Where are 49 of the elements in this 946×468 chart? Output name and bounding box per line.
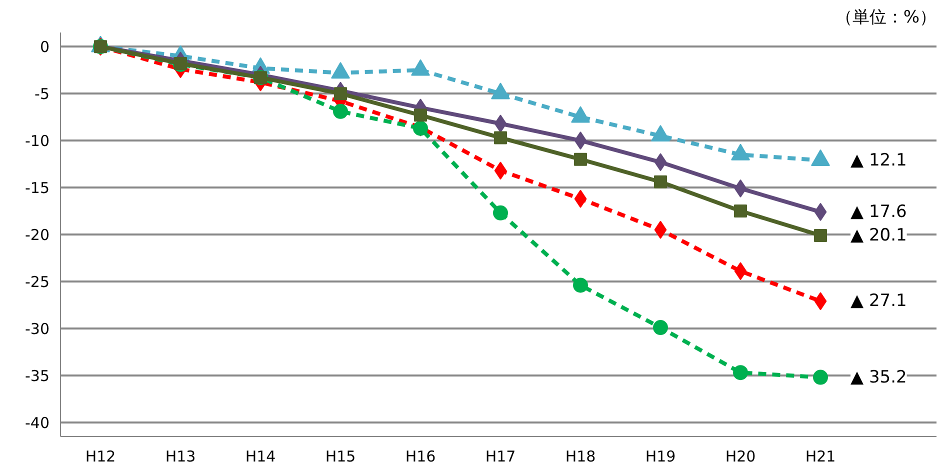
y-tick-label: -20 (25, 226, 50, 244)
y-tick-label: -10 (25, 132, 50, 150)
annotation: ▲ 17.6 (850, 202, 907, 222)
point (733, 365, 748, 380)
y-tick-label: -40 (25, 414, 50, 432)
x-tick-label: H19 (645, 448, 676, 466)
x-tick-label: H13 (165, 448, 196, 466)
point (814, 228, 827, 242)
point (573, 278, 588, 293)
x-tick-label: H21 (805, 448, 836, 466)
point (574, 152, 587, 166)
point (494, 114, 507, 133)
point (574, 132, 587, 150)
point (653, 320, 668, 335)
point (654, 153, 667, 172)
point (493, 205, 508, 220)
annotation: ▲ 12.1 (850, 150, 907, 170)
point (814, 202, 827, 221)
y-tick-label: -25 (25, 272, 50, 291)
x-tick-label: H20 (725, 448, 756, 466)
text: （単位：%） (835, 8, 937, 28)
annotation: ▲ 27.1 (850, 291, 907, 312)
point (334, 87, 347, 100)
x-tick-label: H16 (405, 448, 436, 466)
point (734, 262, 747, 280)
x-tick-label: H18 (565, 448, 596, 466)
x-tick-label: H12 (85, 448, 116, 466)
y-tick-label: -30 (25, 320, 50, 338)
y-tick-label: -35 (25, 366, 50, 385)
x-tick-label: H17 (485, 448, 516, 466)
point (574, 190, 587, 208)
point (734, 179, 747, 198)
x-tick-label: H15 (325, 448, 356, 466)
point (494, 131, 507, 144)
point (413, 120, 428, 136)
annotation: ▲ 20.1 (850, 225, 907, 246)
y-tick-label: -15 (25, 179, 50, 198)
point (494, 162, 507, 180)
y-tick-label: 0 (40, 38, 50, 56)
point (813, 370, 828, 385)
annotation: ▲ 35.2 (850, 367, 907, 388)
point (414, 108, 427, 122)
point (654, 220, 667, 239)
point (333, 104, 348, 119)
y-tick-label: -5 (34, 85, 50, 104)
point (654, 175, 667, 188)
point (734, 204, 747, 218)
point (814, 292, 827, 310)
x-tick-label: H14 (245, 448, 276, 466)
